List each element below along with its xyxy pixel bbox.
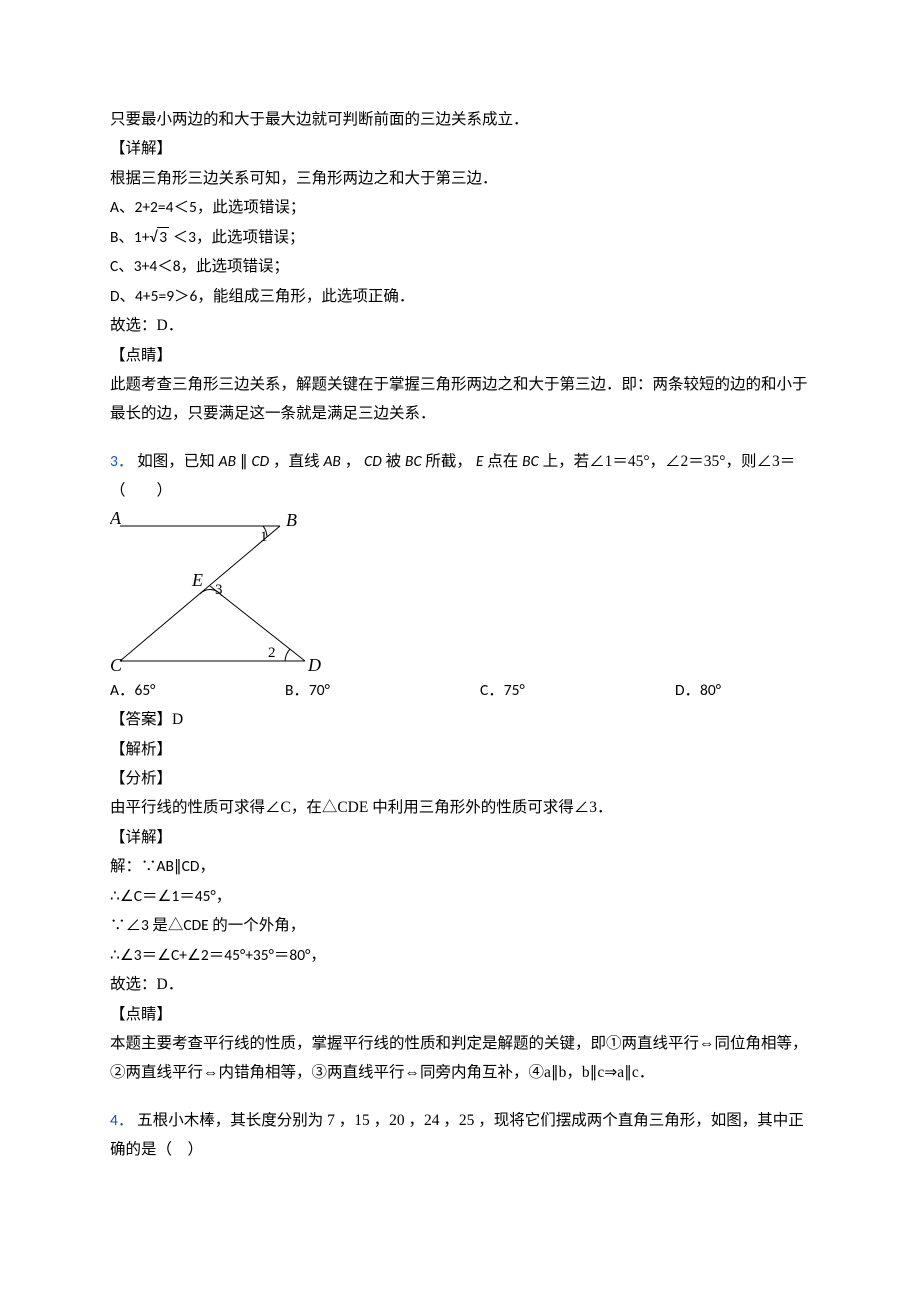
q3-sol3: ∵∠3 是△CDE 的一个外角， <box>110 911 810 940</box>
q3-diagram: A B C D E 1 2 3 <box>110 506 350 676</box>
q3-number: 3． <box>110 452 133 471</box>
q3-t4: 所截， <box>425 453 472 470</box>
spacer2 <box>110 1088 810 1106</box>
sqrt-radicand: 3 <box>157 227 169 247</box>
q3-par1: ∥ <box>240 453 248 470</box>
q4-text: 五根小木棒，其长度分别为 7 ，15 ，20 ，24 ，25 ，现将它们摆成两个… <box>110 1112 804 1158</box>
q3-fenxi-heading: 【分析】 <box>110 764 810 793</box>
sec1-optB-pre: B、1+ <box>110 228 150 247</box>
sec1-detail-heading: 【详解】 <box>110 134 810 163</box>
sec1-optA: A、2+2=4＜5，此选项错误； <box>110 193 810 222</box>
q3-ab2: AB <box>323 452 340 471</box>
sec1-guxuan: 故选：D． <box>110 311 810 340</box>
q4-number: 4． <box>110 1111 133 1130</box>
q3-choice-b: B．70° <box>285 676 480 705</box>
q3-bc: BC <box>405 452 422 471</box>
q3-sol4: ∴∠3＝∠C+∠2＝45°+35°＝80°， <box>110 941 810 970</box>
q3-cd: CD <box>252 452 270 471</box>
q3-choice-d: D．80° <box>675 676 721 705</box>
q3-t1: 如图，已知 <box>137 453 215 470</box>
q3-bc2: BC <box>522 452 539 471</box>
label-D: D <box>307 655 321 675</box>
q3-dianjing-body: 本题主要考查平行线的性质，掌握平行线的性质和判定是解题的关键，即①两直线平行⇔同… <box>110 1029 810 1088</box>
sec1-dianjing-heading: 【点睛】 <box>110 341 810 370</box>
label-C: C <box>110 655 123 675</box>
q3-sol5: 故选：D． <box>110 970 810 999</box>
q3-sol2: ∴∠C＝∠1＝45°， <box>110 882 810 911</box>
label-E: E <box>191 570 203 590</box>
q3-t3: 被 <box>386 453 402 470</box>
q3-choice-c: C．75° <box>480 676 675 705</box>
q4-stem: 4． 五根小木棒，其长度分别为 7 ，15 ，20 ，24 ，25 ，现将它们摆… <box>110 1106 810 1165</box>
q3-jiexi: 【解析】 <box>110 735 810 764</box>
sec1-dianjing-body: 此题考查三角形三边关系，解题关键在于掌握三角形两边之和大于第三边．即：两条较短的… <box>110 370 810 429</box>
q3-fenxi-body: 由平行线的性质可求得∠C，在△CDE 中利用三角形外的性质可求得∠3． <box>110 793 810 822</box>
q3-choice-a: A．65° <box>110 676 285 705</box>
q3-dianjing-heading: 【点睛】 <box>110 1000 810 1029</box>
sec1-l3: 根据三角形三边关系可知，三角形两边之和大于第三边． <box>110 164 810 193</box>
label-B: B <box>286 510 297 530</box>
label-angle2: 2 <box>268 645 276 661</box>
q3-t2: ，直线 <box>273 453 320 470</box>
q3-xiangjie: 【详解】 <box>110 823 810 852</box>
page: 只要最小两边的和大于最大边就可判断前面的三边关系成立． 【详解】 根据三角形三边… <box>0 0 920 1302</box>
q3-answer: 【答案】D <box>110 705 810 734</box>
sec1-optB-post: ＜3，此选项错误； <box>169 228 304 247</box>
q3-stem: 3． 如图，已知 AB ∥ CD ，直线 AB ， CD 被 BC 所截， E … <box>110 447 810 506</box>
sec1-optD: D、4+5=9＞6，能组成三角形，此选项正确． <box>110 282 810 311</box>
q3-cd2: CD <box>364 452 382 471</box>
spacer <box>110 429 810 447</box>
sqrt-icon: √3 <box>150 223 170 252</box>
q3-ab: AB <box>219 452 236 471</box>
sec1-l1: 只要最小两边的和大于最大边就可判断前面的三边关系成立． <box>110 105 810 134</box>
sec1-optB: B、1+√3 ＜3，此选项错误； <box>110 223 810 252</box>
q3-choices: A．65° B．70° C．75° D．80° <box>110 676 810 705</box>
q3-e: E <box>476 452 484 471</box>
q3-t5: 点在 <box>487 453 518 470</box>
q3-sol1: 解：∵AB∥CD， <box>110 852 810 881</box>
sec1-optC: C、3+4＜8，此选项错误； <box>110 252 810 281</box>
label-A: A <box>110 508 122 528</box>
q3-comma: ， <box>345 453 361 470</box>
